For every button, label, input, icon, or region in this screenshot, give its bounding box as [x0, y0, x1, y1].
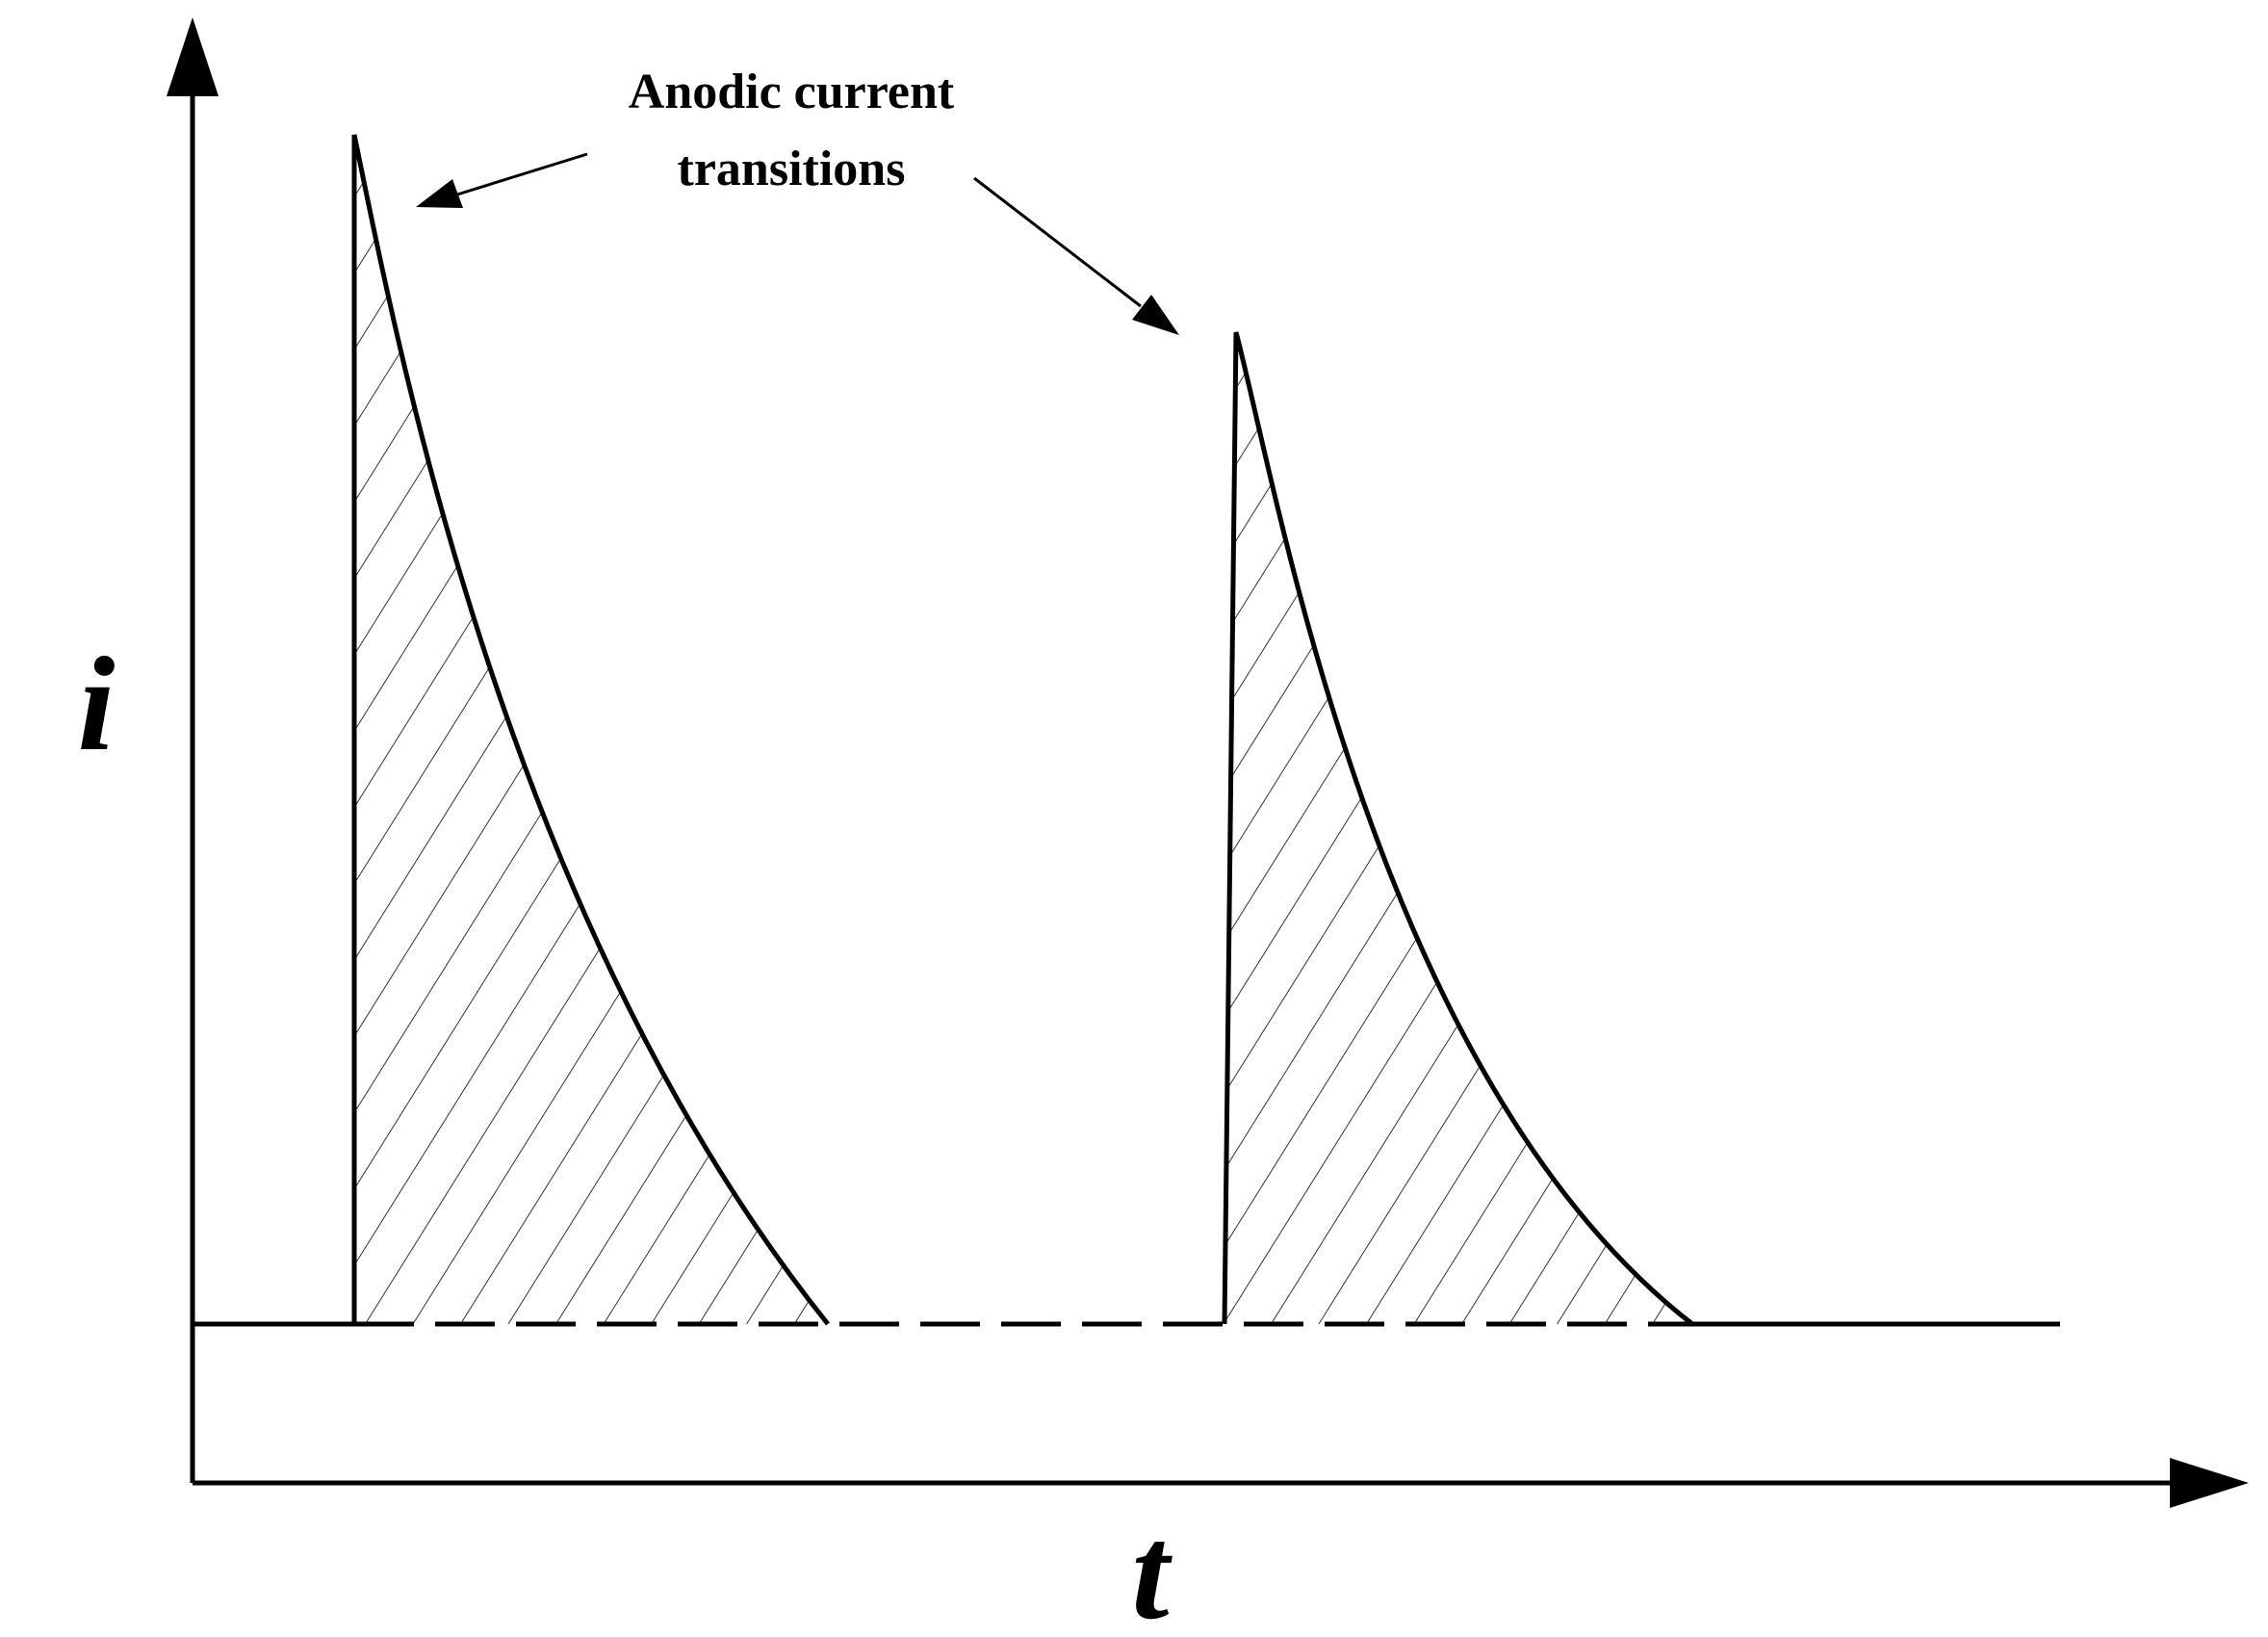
transient-2-curve	[1222, 331, 1694, 1326]
x-axis-label: t	[1132, 1498, 1173, 1637]
annotation-line-2: transitions	[678, 142, 906, 196]
x-axis-arrowhead	[2170, 1458, 2249, 1508]
transient-1-hatched-area	[354, 135, 828, 1324]
annotation-arrow-right-shaft	[973, 176, 1142, 308]
transient-2-hatched-area	[1224, 332, 1692, 1324]
annotation-line-1: Anodic current	[629, 65, 955, 119]
y-axis-label: i	[78, 630, 116, 779]
annotation-arrow-right-head	[1132, 295, 1179, 335]
annotation-arrow-left-shaft	[456, 152, 588, 196]
transient-1-curve	[351, 134, 830, 1326]
y-axis-arrowhead	[167, 17, 219, 96]
annotation-arrow-left-head	[416, 179, 463, 208]
